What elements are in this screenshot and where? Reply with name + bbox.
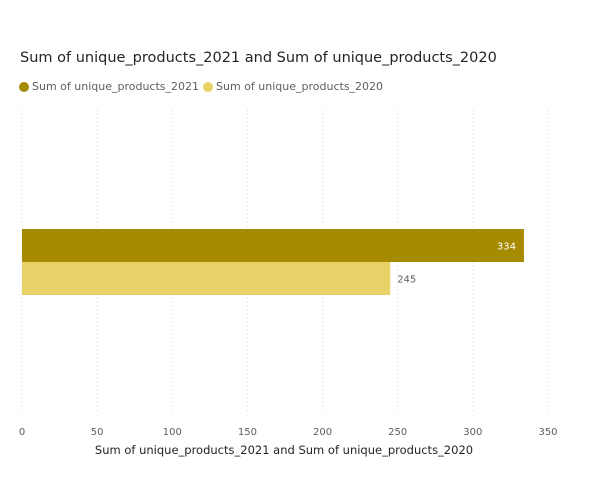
chart-title: Sum of unique_products_2021 and Sum of u… [20, 50, 497, 66]
data-label-series-0: 334 [497, 242, 516, 253]
chart-legend: Sum of unique_products_2021 Sum of uniqu… [19, 80, 387, 93]
x-tick-label-100: 100 [163, 427, 182, 438]
legend-label-2020: Sum of unique_products_2020 [216, 80, 384, 93]
legend-item-2021[interactable]: Sum of unique_products_2021 [19, 80, 199, 93]
legend-marker-2020 [203, 81, 214, 92]
x-tick-label-350: 350 [538, 427, 557, 438]
bar-series-1[interactable] [22, 262, 391, 295]
legend-item-2020[interactable]: Sum of unique_products_2020 [203, 80, 383, 93]
x-axis-title: Sum of unique_products_2021 and Sum of u… [95, 443, 473, 457]
x-tick-label-150: 150 [238, 427, 257, 438]
x-tick-label-0: 0 [19, 427, 25, 438]
x-tick-label-50: 50 [91, 427, 104, 438]
x-tick-label-250: 250 [388, 427, 407, 438]
legend-marker-2021 [19, 81, 29, 92]
x-tick-label-300: 300 [463, 427, 482, 438]
legend-label-2021: Sum of unique_products_2021 [32, 80, 200, 93]
x-tick-label-200: 200 [313, 427, 332, 438]
bar-series-0[interactable] [22, 229, 524, 262]
data-label-series-1: 245 [397, 275, 416, 286]
